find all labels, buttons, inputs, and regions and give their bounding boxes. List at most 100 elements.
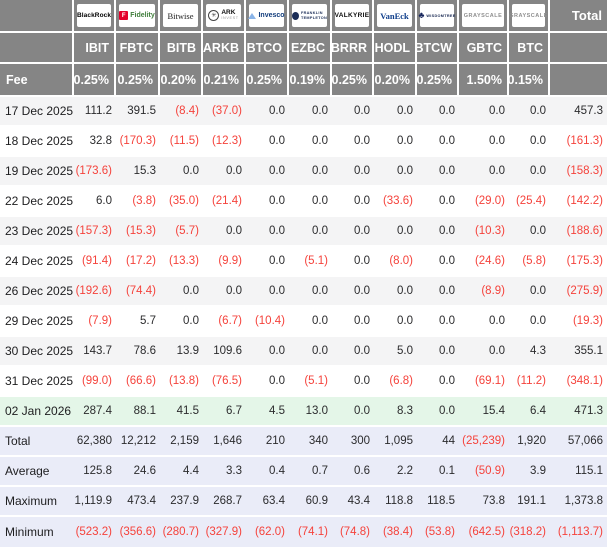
flow-value: 0.0 bbox=[160, 277, 203, 307]
provider-cell-hodl: VanEck bbox=[374, 0, 417, 33]
flow-value: (25.4) bbox=[509, 187, 550, 217]
summary-value: 0.4 bbox=[246, 457, 289, 487]
ticker-btco: BTCO bbox=[246, 33, 289, 64]
summary-value: 2,159 bbox=[160, 427, 203, 457]
flow-value: 0.0 bbox=[374, 217, 417, 247]
row-total: (175.3) bbox=[550, 247, 607, 277]
grayscale-logo-text: GRAYSCALE bbox=[463, 12, 503, 19]
ticker-gbtc: GBTC bbox=[459, 33, 509, 64]
summary-value: (523.2) bbox=[74, 517, 116, 547]
summary-value: 1,095 bbox=[374, 427, 417, 457]
summary-value: 3.9 bbox=[509, 457, 550, 487]
summary-value: 0.6 bbox=[332, 457, 374, 487]
flow-value: 0.0 bbox=[417, 97, 459, 127]
flow-value: (8.0) bbox=[374, 247, 417, 277]
flow-value: (3.8) bbox=[116, 187, 160, 217]
franklin-logo-line1: FRANKLIN bbox=[300, 10, 323, 15]
flow-value: 32.8 bbox=[74, 127, 116, 157]
flow-value: 88.1 bbox=[116, 397, 160, 427]
summary-value: 12,212 bbox=[116, 427, 160, 457]
flow-value: (5.1) bbox=[289, 367, 332, 397]
summary-total: 57,066 bbox=[550, 427, 607, 457]
flow-value: 0.0 bbox=[509, 127, 550, 157]
summary-value: 340 bbox=[289, 427, 332, 457]
flow-value: 15.4 bbox=[459, 397, 509, 427]
row-total: (348.1) bbox=[550, 367, 607, 397]
flow-value: 78.6 bbox=[116, 337, 160, 367]
flow-value: (7.9) bbox=[74, 307, 116, 337]
flow-value: (192.6) bbox=[74, 277, 116, 307]
row-total: (275.9) bbox=[550, 277, 607, 307]
flow-value: (12.3) bbox=[203, 127, 246, 157]
flow-value: 0.0 bbox=[289, 97, 332, 127]
row-total: (158.3) bbox=[550, 157, 607, 187]
flow-value: 8.3 bbox=[374, 397, 417, 427]
flow-value: (33.6) bbox=[374, 187, 417, 217]
summary-value: 73.8 bbox=[459, 487, 509, 517]
flow-value: (6.8) bbox=[374, 367, 417, 397]
row-label: 29 Dec 2025 bbox=[0, 307, 74, 337]
fee-bitb: 0.20% bbox=[160, 64, 203, 97]
row-total: (161.3) bbox=[550, 127, 607, 157]
summary-total: (1,113.7) bbox=[550, 517, 607, 547]
summary-value: (356.6) bbox=[116, 517, 160, 547]
row-label: 02 Jan 2026 bbox=[0, 397, 74, 427]
invesco-peak-icon bbox=[248, 12, 257, 19]
row-label: 17 Dec 2025 bbox=[0, 97, 74, 127]
fidelity-logo-text: Fidelity bbox=[130, 12, 155, 19]
row-total: (142.2) bbox=[550, 187, 607, 217]
blackrock-logo-text: BlackRock bbox=[76, 12, 112, 19]
flow-value: 0.0 bbox=[203, 217, 246, 247]
row-total: 457.3 bbox=[550, 97, 607, 127]
flow-value: 0.0 bbox=[289, 127, 332, 157]
ark-circle-icon: ✳ bbox=[208, 10, 220, 21]
summary-row-label: Minimum bbox=[0, 517, 74, 547]
flow-value: (74.4) bbox=[116, 277, 160, 307]
flow-value: 0.0 bbox=[246, 337, 289, 367]
flow-value: 143.7 bbox=[74, 337, 116, 367]
flow-value: 0.0 bbox=[417, 187, 459, 217]
flow-value: 0.0 bbox=[289, 277, 332, 307]
flow-value: 0.0 bbox=[417, 217, 459, 247]
franklin-circle-icon bbox=[292, 11, 299, 20]
flow-value: 0.0 bbox=[417, 277, 459, 307]
flow-value: 0.0 bbox=[332, 397, 374, 427]
flow-value: 0.0 bbox=[332, 247, 374, 277]
flow-value: 0.0 bbox=[289, 157, 332, 187]
flow-value: (29.0) bbox=[459, 187, 509, 217]
flow-value: (24.6) bbox=[459, 247, 509, 277]
flow-value: (8.4) bbox=[160, 97, 203, 127]
provider-cell-brrr: VALKYRIE bbox=[332, 0, 374, 33]
summary-value: 268.7 bbox=[203, 487, 246, 517]
grayscale-logo-chip: GRAYSCALE bbox=[509, 4, 547, 27]
flow-value: (91.4) bbox=[74, 247, 116, 277]
summary-value: (38.4) bbox=[374, 517, 417, 547]
flow-value: 0.0 bbox=[374, 157, 417, 187]
flow-value: 0.0 bbox=[374, 307, 417, 337]
flow-value: (66.6) bbox=[116, 367, 160, 397]
flow-value: 0.0 bbox=[289, 307, 332, 337]
flow-value: 6.0 bbox=[74, 187, 116, 217]
flow-value: 0.0 bbox=[374, 127, 417, 157]
flow-value: 0.0 bbox=[332, 157, 374, 187]
summary-value: 44 bbox=[417, 427, 459, 457]
flow-value: 0.0 bbox=[332, 217, 374, 247]
summary-value: 2.2 bbox=[374, 457, 417, 487]
bitwise-logo-chip: Bitwise bbox=[163, 4, 198, 27]
fee-ezbc: 0.19% bbox=[289, 64, 332, 97]
flow-value: 0.0 bbox=[246, 367, 289, 397]
summary-value: 24.6 bbox=[116, 457, 160, 487]
fee-btco: 0.25% bbox=[246, 64, 289, 97]
flow-value: 391.5 bbox=[116, 97, 160, 127]
fee-ibit: 0.25% bbox=[74, 64, 116, 97]
valkyrie-logo-chip: VALKYRIE bbox=[335, 4, 369, 27]
flow-value: 0.0 bbox=[203, 157, 246, 187]
summary-value: 210 bbox=[246, 427, 289, 457]
fidelity-logo-chip: F Fidelity bbox=[119, 4, 155, 27]
flow-value: 0.0 bbox=[246, 247, 289, 277]
flow-value: 0.0 bbox=[417, 307, 459, 337]
row-total: (188.6) bbox=[550, 217, 607, 247]
summary-row-label: Maximum bbox=[0, 487, 74, 517]
flow-value: 0.0 bbox=[459, 337, 509, 367]
row-label: 24 Dec 2025 bbox=[0, 247, 74, 277]
